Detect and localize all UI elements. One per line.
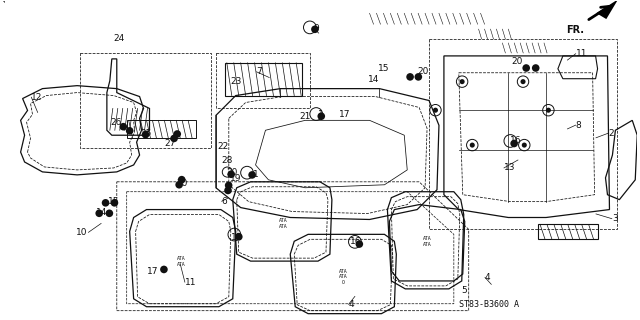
Text: 20: 20	[177, 179, 188, 188]
Text: 16: 16	[350, 237, 362, 246]
Text: 8: 8	[576, 121, 581, 130]
Circle shape	[248, 171, 256, 179]
Circle shape	[356, 240, 363, 248]
Polygon shape	[596, 0, 618, 19]
Text: 3: 3	[612, 214, 618, 223]
Text: 27: 27	[164, 139, 176, 148]
Text: 6: 6	[221, 197, 227, 206]
Circle shape	[532, 64, 540, 72]
Circle shape	[120, 123, 127, 131]
Text: FR.: FR.	[566, 25, 584, 35]
Text: 14: 14	[367, 75, 379, 84]
Text: 11: 11	[576, 49, 587, 58]
Circle shape	[141, 131, 149, 139]
Circle shape	[415, 73, 422, 81]
Text: 20: 20	[511, 57, 523, 66]
Circle shape	[102, 199, 109, 207]
Text: 25: 25	[140, 130, 152, 139]
Circle shape	[126, 127, 134, 135]
Text: 23: 23	[230, 77, 241, 86]
Circle shape	[160, 266, 168, 273]
Circle shape	[546, 108, 551, 113]
Text: 19: 19	[230, 174, 241, 183]
Text: 22: 22	[217, 142, 228, 151]
Text: ATA
ATA: ATA ATA	[279, 218, 287, 229]
Circle shape	[178, 176, 186, 183]
Text: 12: 12	[31, 93, 43, 102]
Text: 18: 18	[231, 233, 243, 242]
Circle shape	[95, 210, 103, 217]
Text: 20: 20	[226, 168, 237, 177]
Text: 1: 1	[318, 109, 324, 118]
Circle shape	[173, 130, 181, 138]
Circle shape	[175, 181, 183, 188]
Circle shape	[111, 199, 118, 207]
Text: 15: 15	[378, 64, 390, 73]
Circle shape	[227, 171, 235, 178]
Circle shape	[433, 108, 438, 113]
Circle shape	[224, 187, 232, 194]
Text: 5: 5	[461, 285, 467, 295]
Text: 24: 24	[114, 34, 125, 43]
Circle shape	[106, 210, 113, 217]
Text: ATA
ATA
O: ATA ATA O	[339, 269, 347, 285]
Text: 7: 7	[257, 67, 262, 76]
Text: 28: 28	[221, 156, 233, 165]
Text: 13: 13	[504, 164, 515, 172]
Text: 2: 2	[609, 129, 614, 138]
Text: 26: 26	[111, 118, 122, 127]
Circle shape	[510, 140, 518, 147]
Circle shape	[317, 112, 325, 120]
Text: 9: 9	[314, 24, 319, 33]
Text: 16: 16	[510, 136, 522, 146]
Text: 1: 1	[253, 170, 259, 179]
Circle shape	[460, 79, 465, 84]
Circle shape	[522, 64, 530, 72]
Text: 21: 21	[300, 112, 311, 121]
Circle shape	[311, 26, 319, 33]
Text: ATA
ATA: ATA ATA	[177, 256, 186, 267]
Circle shape	[522, 142, 527, 148]
Text: 10: 10	[76, 228, 87, 237]
Text: ATA
ATA: ATA ATA	[423, 236, 431, 247]
Circle shape	[470, 142, 475, 148]
Circle shape	[225, 181, 232, 189]
Text: 11: 11	[185, 278, 196, 287]
Text: 4: 4	[485, 273, 491, 282]
Circle shape	[170, 135, 178, 142]
Text: 15: 15	[108, 197, 119, 206]
Text: 4: 4	[349, 300, 354, 309]
Text: 17: 17	[339, 110, 351, 119]
Text: 14: 14	[96, 208, 108, 217]
Text: ST83-B3600 A: ST83-B3600 A	[459, 300, 519, 309]
Circle shape	[235, 233, 243, 241]
Circle shape	[406, 73, 414, 81]
Circle shape	[520, 79, 525, 84]
Text: 20: 20	[417, 67, 428, 76]
Text: 17: 17	[147, 267, 159, 276]
